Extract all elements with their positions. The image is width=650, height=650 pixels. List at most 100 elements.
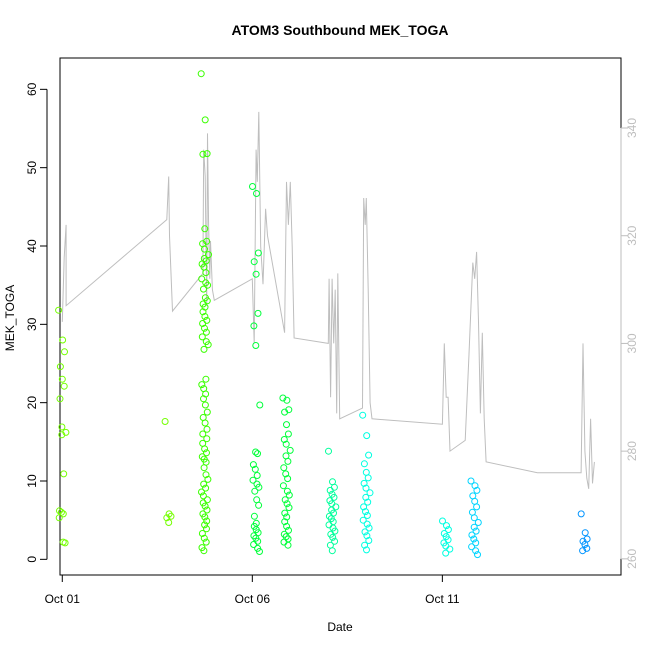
data-point <box>252 342 260 349</box>
y-axis-tick-label: 20 <box>25 396 39 410</box>
x-axis-tick-label: Oct 06 <box>235 592 271 606</box>
data-point <box>284 541 292 549</box>
data-point <box>202 471 210 479</box>
data-point <box>249 183 256 190</box>
x-axis-tick-label: Oct 01 <box>45 592 81 606</box>
data-point <box>363 432 371 440</box>
y-axis-tick-label: 40 <box>25 239 39 253</box>
data-point <box>325 447 332 455</box>
data-point <box>285 491 293 499</box>
data-point <box>470 535 478 543</box>
data-point <box>58 423 66 431</box>
data-point <box>581 529 589 537</box>
data-point <box>471 482 479 490</box>
data-point <box>201 502 209 510</box>
data-point <box>280 436 288 443</box>
data-point <box>363 546 370 554</box>
data-point <box>201 245 208 253</box>
data-point <box>253 190 260 197</box>
data-point <box>199 430 207 438</box>
right-axis-tick-label: 340 <box>625 118 639 138</box>
data-point <box>250 258 258 266</box>
data-point <box>201 419 209 427</box>
data-point <box>360 460 368 468</box>
y-axis-tick-label: 10 <box>25 474 39 488</box>
data-point <box>250 322 258 330</box>
data-point <box>201 225 209 233</box>
data-point <box>197 70 205 78</box>
data-point <box>201 303 209 311</box>
data-point <box>472 539 480 547</box>
data-point <box>56 395 64 403</box>
data-point <box>472 547 480 555</box>
data-point <box>329 533 337 541</box>
data-point <box>198 381 206 389</box>
data-point <box>283 487 291 495</box>
data-point <box>201 445 209 453</box>
data-point <box>361 541 369 549</box>
data-point <box>366 489 374 497</box>
x-axis-tick-label: Oct 11 <box>425 592 460 606</box>
data-point <box>280 464 288 472</box>
data-point <box>249 461 257 469</box>
data-point <box>280 530 288 538</box>
data-point <box>165 519 173 526</box>
data-point <box>467 477 475 485</box>
data-point <box>362 484 370 492</box>
data-point <box>203 425 211 433</box>
data-point <box>255 501 263 509</box>
x-axis-label: Date <box>327 620 353 634</box>
data-point <box>161 418 169 425</box>
data-point <box>281 518 289 526</box>
data-point <box>163 514 171 522</box>
data-point <box>279 482 287 490</box>
data-point <box>281 496 289 504</box>
data-point <box>285 504 293 512</box>
data-point <box>203 506 211 514</box>
data-point <box>202 484 210 492</box>
data-point <box>579 547 587 555</box>
data-point <box>203 449 210 457</box>
data-point <box>59 510 67 518</box>
data-point <box>474 551 481 559</box>
data-point <box>201 313 209 320</box>
data-point <box>203 408 211 416</box>
data-point <box>254 249 262 257</box>
data-point <box>362 508 369 516</box>
data-point <box>203 150 211 158</box>
data-point <box>199 492 207 500</box>
data-point <box>283 513 291 521</box>
data-point <box>285 526 292 534</box>
data-point <box>167 512 175 520</box>
data-point <box>251 487 259 495</box>
data-point <box>201 513 209 521</box>
data-point <box>59 336 67 344</box>
data-point <box>474 519 482 526</box>
data-point <box>283 421 290 429</box>
data-point <box>250 541 258 548</box>
right-axis-tick-label: 300 <box>625 333 639 353</box>
data-point <box>198 488 205 496</box>
data-point <box>200 480 208 488</box>
data-point <box>359 411 367 419</box>
data-point <box>284 475 292 483</box>
data-point <box>282 470 290 478</box>
data-point <box>577 510 585 518</box>
data-point <box>201 401 209 409</box>
data-point <box>583 544 591 552</box>
data-point <box>360 503 368 511</box>
data-point <box>249 476 257 484</box>
data-point <box>204 281 212 289</box>
data-point <box>61 539 69 547</box>
data-point <box>364 474 372 482</box>
data-point <box>58 375 66 383</box>
axes-layer: 0 10 20 30 40 50 60 Oct 01 Oct 06 Oct 11 260 280 300… <box>25 82 639 606</box>
data-point <box>55 514 63 522</box>
data-point <box>364 498 372 506</box>
data-point <box>202 328 210 336</box>
data-point <box>199 150 207 158</box>
data-point <box>200 464 208 472</box>
data-point <box>444 526 452 534</box>
data-point <box>252 448 260 456</box>
data-point <box>362 493 370 501</box>
